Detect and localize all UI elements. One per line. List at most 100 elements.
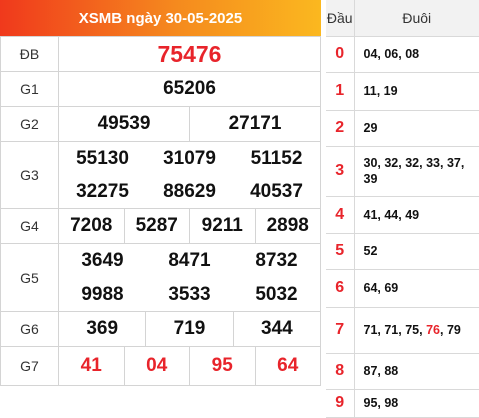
loto-tail-number: 44	[384, 207, 399, 222]
prize-number: 31079	[163, 147, 216, 169]
loto-row: 1 11, 19	[326, 72, 479, 111]
loto-tail-number: 64	[363, 281, 378, 295]
prize-number: 65206	[163, 78, 216, 99]
prize-table: ĐB 75476 G1 65206 G2 49539 27171 G3 55130 31079 51…	[0, 36, 321, 386]
loto-head: 9	[326, 389, 355, 418]
prize-number: 32275	[76, 181, 129, 202]
prize-number: 8732	[255, 249, 298, 271]
prize-number: 75476	[157, 40, 222, 67]
results-title: XSMB ngày 30-05-2025	[0, 0, 321, 36]
loto-tails: 52	[354, 233, 479, 270]
loto-tails: 29	[354, 110, 479, 147]
prize-row: G6 369 719 344	[0, 311, 321, 347]
loto-tail-number: 30	[363, 156, 378, 170]
prize-number: 344	[232, 312, 320, 346]
prize-number-line: 75476	[59, 37, 320, 71]
prize-number: 3649	[81, 249, 124, 271]
prize-number: 64	[254, 347, 321, 385]
prize-label: G4	[0, 208, 59, 244]
loto-row: 9 95, 98	[326, 389, 479, 418]
loto-tail-number: 32	[384, 156, 399, 170]
loto-tail-number: 52	[363, 244, 378, 258]
loto-tail-number: 04	[363, 47, 378, 61]
prize-numbers: 49539 27171	[58, 106, 321, 142]
loto-tails: 04, 06, 08	[354, 36, 479, 73]
prize-row: G4 7208 5287 9211 2898	[0, 208, 321, 244]
loto-row: 0 04, 06, 08	[326, 36, 479, 73]
prize-number: 95	[189, 347, 255, 385]
loto-row: 8 87, 88	[326, 353, 479, 390]
loto-head: 8	[326, 353, 355, 390]
loto-head: 5	[326, 233, 355, 270]
loto-tail-number: 32	[405, 156, 420, 170]
loto-tails: 30, 32, 32, 33, 37, 39	[354, 146, 479, 197]
loto-tail-number: 49	[405, 207, 420, 222]
prize-row: G2 49539 27171	[0, 106, 321, 142]
prize-numbers: 369 719 344	[58, 311, 321, 347]
prize-label: G5	[0, 243, 59, 312]
prize-number-line: 65206	[59, 72, 320, 106]
loto-tail-number: 33	[426, 156, 440, 170]
prize-number: 04	[123, 347, 190, 385]
loto-head: 2	[326, 110, 355, 147]
loto-row: 3 30, 32, 32, 33, 37, 39	[326, 146, 479, 197]
loto-tails: 11, 19	[354, 72, 479, 111]
prize-number-line: 3649 8471 8732	[59, 244, 320, 278]
prize-number: 41	[80, 355, 102, 376]
loto-head: 6	[326, 269, 355, 308]
prize-numbers: 65206	[58, 71, 321, 107]
prize-number: 40537	[250, 181, 303, 202]
prize-number: 2898	[254, 209, 321, 243]
loto-row: 6 64, 69	[326, 269, 479, 308]
loto-tails: 64, 69	[354, 269, 479, 308]
loto-tail-number: 71	[363, 323, 378, 337]
prize-number-line: 55130 31079 51152	[59, 142, 320, 175]
loto-row: 7 71, 71, 75, 76, 79	[326, 307, 479, 354]
loto-tails: 41, 44, 49	[354, 196, 479, 234]
loto-tail-number: 39	[363, 172, 378, 186]
prize-number-line: 32275 88629 40537	[59, 175, 320, 208]
loto-head: 1	[326, 72, 355, 111]
loto-tail-column-header: Đuôi	[354, 0, 479, 37]
prize-number: 51152	[250, 147, 303, 169]
loto-row: 4 41, 44, 49	[326, 196, 479, 234]
loto-tail-number: 29	[363, 121, 378, 135]
prize-number-line: 49539 27171	[59, 107, 320, 141]
loto-tail-number: 76	[426, 323, 440, 337]
prize-numbers: 7208 5287 9211 2898	[58, 208, 321, 244]
loto-tail-number: 37	[446, 156, 461, 170]
prize-label: G3	[0, 141, 59, 209]
prize-row: G7 41 04 95 64	[0, 346, 321, 386]
loto-tails: 87, 88	[354, 353, 479, 390]
loto-tail-number: 71	[384, 323, 399, 337]
loto-tail-number: 08	[405, 47, 420, 61]
loto-tail-number: 41	[363, 207, 378, 222]
loto-tail-number: 69	[384, 281, 399, 295]
prize-number-line: 369 719 344	[59, 312, 320, 346]
loto-tail-number: 19	[383, 84, 398, 98]
prize-number-line: 41 04 95 64	[59, 347, 320, 385]
prize-numbers: 3649 8471 8732 9988 3533 5032	[58, 243, 321, 312]
loto-head-column-header: Đầu	[326, 0, 355, 37]
prize-numbers: 55130 31079 51152 32275 88629 40537	[58, 141, 321, 209]
loto-head: 4	[326, 196, 355, 234]
loto-tails: 95, 98	[354, 389, 479, 418]
loto-row: 2 29	[326, 110, 479, 147]
loto-tail-number: 75	[405, 323, 420, 337]
prize-number: 8471	[168, 249, 211, 271]
loto-head: 0	[326, 36, 355, 73]
prize-number: 5032	[255, 283, 298, 305]
prize-row: G3 55130 31079 51152 32275 88629 40537	[0, 141, 321, 209]
loto-table: Đầu Đuôi 0 04, 06, 08 1 11, 19 2 29 3 30, 32, 3…	[326, 0, 479, 418]
prize-number: 7208	[70, 215, 113, 236]
loto-tails: 71, 71, 75, 76, 79	[354, 307, 479, 354]
loto-tail-number: 11	[363, 84, 377, 98]
prize-number-line: 7208 5287 9211 2898	[59, 209, 320, 243]
results-panel: XSMB ngày 30-05-2025 ĐB 75476 G1 65206 G2 495…	[0, 0, 321, 386]
prize-number: 5287	[123, 209, 190, 243]
loto-row: 5 52	[326, 233, 479, 270]
prize-row: G5 3649 8471 8732 9988 3533 5032	[0, 243, 321, 312]
prize-label: ĐB	[0, 36, 59, 72]
prize-label: G1	[0, 71, 59, 107]
loto-tail-number: 87	[363, 364, 378, 378]
